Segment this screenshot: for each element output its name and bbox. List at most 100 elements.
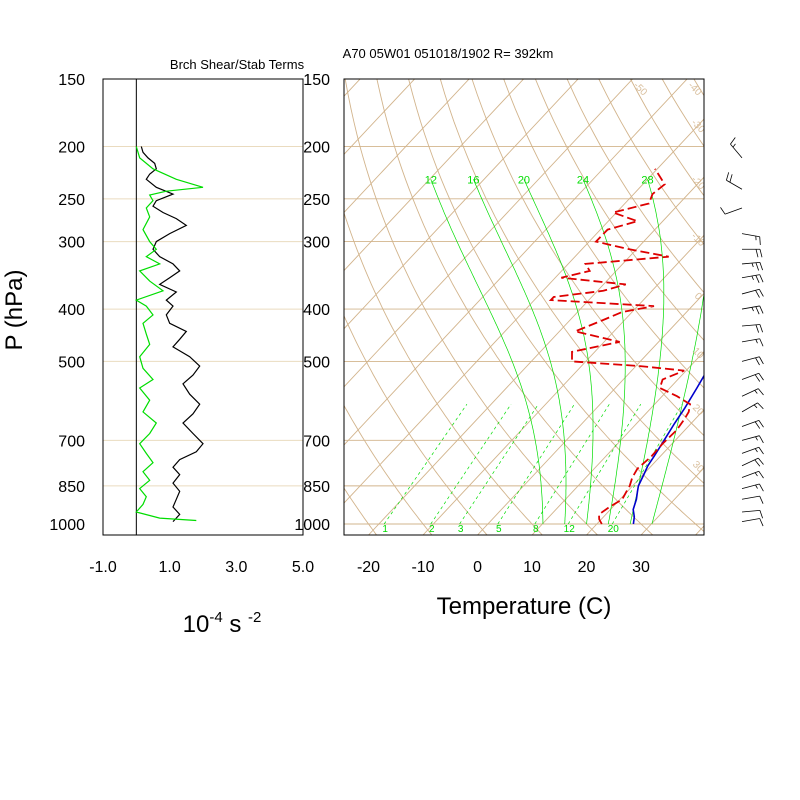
- left-pressure-gridlines: [103, 145, 303, 487]
- dry-adiabat-line: [408, 79, 704, 533]
- wind-barb: [741, 305, 764, 315]
- left-y-tick-label: 500: [58, 354, 85, 371]
- wind-barb: [741, 495, 764, 504]
- temperature-tick-label: -20: [357, 559, 380, 576]
- left-x-tick-label: 5.0: [292, 559, 314, 576]
- wind-barb: [742, 248, 763, 258]
- dry-adiabat-line: [503, 79, 704, 389]
- dry-adiabat-line: [187, 63, 322, 536]
- dry-adiabat-line: [439, 79, 704, 484]
- isotherm-line: [0, 63, 266, 535]
- left-y-tick-label: 200: [58, 139, 85, 156]
- wind-barb: [741, 324, 763, 333]
- isotherm-line: [344, 79, 470, 214]
- mixing-ratio-label: 8: [533, 524, 539, 535]
- skew-t-y-tick-label: 250: [303, 192, 330, 209]
- dry-adiabat-line: [344, 79, 599, 535]
- wind-barb: [741, 446, 764, 455]
- temperature-tick-label: 20: [578, 559, 596, 576]
- wind-barb: [741, 518, 764, 527]
- dry-adiabat-line: [534, 79, 704, 342]
- wind-barb: [741, 483, 764, 492]
- shear-stab-panel: 150 200 250 300 400 500 700 850 1000 -1.0 1.0 3.0 5…: [1, 57, 314, 638]
- xlabel-exponent-2: -2: [248, 609, 261, 626]
- skew-t-y-tick-label: 300: [303, 235, 330, 252]
- mixing-ratio-label: 1: [382, 524, 388, 535]
- dry-adiabat-line: [778, 63, 800, 536]
- isotherm-line: [368, 176, 704, 535]
- stability-term-line: [134, 146, 204, 522]
- left-y-tick-label: 1000: [49, 517, 85, 534]
- left-x-axis-label: 10-4 s -2: [183, 609, 262, 638]
- wind-barb: [741, 510, 763, 519]
- mixing-ratio-label: 20: [608, 524, 620, 535]
- isotherm-line: [344, 79, 688, 446]
- wind-barb: [741, 388, 764, 397]
- dry-adiabat-line: [376, 79, 654, 535]
- left-x-tick-label: -1.0: [89, 559, 117, 576]
- skew-t-y-tick-label: 200: [303, 139, 330, 156]
- skew-t-y-tick-label: 150: [303, 72, 330, 89]
- left-x-tick-labels: -1.0 1.0 3.0 5.0: [89, 559, 314, 576]
- moist-adiabat-line: [523, 179, 594, 525]
- left-x-tick-label: 3.0: [225, 559, 247, 576]
- mixing-ratio-line: [430, 403, 512, 525]
- moist-adiabat-label: 24: [577, 174, 589, 186]
- isotherm-line: [695, 525, 704, 535]
- isotherm-line: [344, 79, 634, 388]
- wind-barb: [741, 288, 764, 298]
- isotherm-line: [344, 79, 525, 272]
- wind-barb: [741, 233, 761, 246]
- dry-adiabat-line: [344, 314, 488, 535]
- dry-adiabat-line: [344, 211, 543, 535]
- isotherm-label: -50: [631, 80, 649, 98]
- wind-barb: [741, 435, 764, 444]
- wind-barb: [720, 207, 743, 215]
- dry-adiabat-line: [566, 79, 704, 294]
- dry-adiabat-line: [598, 79, 704, 246]
- isotherm-line: [531, 350, 704, 535]
- dewpoint-profile-line: [548, 168, 692, 525]
- xlabel-exponent-1: -4: [209, 609, 222, 626]
- skew-t-title: A70 05W01 051018/1902 R= 392km: [343, 46, 554, 61]
- moist-adiabat-line: [473, 179, 567, 525]
- skew-t-y-tick-labels: 150 200 250 300 400 500 700 850 1000: [294, 72, 330, 534]
- temperature-tick-label: -10: [411, 559, 434, 576]
- temperature-tick-label: 10: [523, 559, 541, 576]
- shear-term-line: [140, 146, 204, 523]
- left-plot-area: [134, 79, 204, 535]
- left-y-tick-label: 150: [58, 72, 85, 89]
- isotherm-line: [477, 292, 704, 535]
- wind-barbs: [720, 137, 764, 527]
- isotherm-line: [0, 63, 321, 535]
- moist-adiabat-line: [582, 179, 626, 525]
- left-y-tick-label: 850: [58, 479, 85, 496]
- isotherm-label: -40: [685, 80, 703, 98]
- dry-adiabat-line: [344, 487, 378, 535]
- skew-t-plot-frame: [343, 78, 705, 536]
- left-x-tick-label: 1.0: [159, 559, 181, 576]
- mixing-ratio-label: 5: [496, 524, 502, 535]
- isotherm-line: [750, 63, 800, 535]
- temperature-profile-line: [632, 374, 704, 525]
- skew-t-y-tick-label: 500: [303, 354, 330, 371]
- isotherm-line: [586, 409, 704, 535]
- moist-adiabat-label: 12: [425, 174, 437, 186]
- xlabel-base: 10: [183, 611, 210, 638]
- mixing-ratio-label: 3: [458, 524, 464, 535]
- isotherm-line: [344, 79, 416, 155]
- isotherm-line: [344, 79, 579, 330]
- moist-adiabat-line: [651, 291, 704, 525]
- dry-adiabat-line: [661, 79, 704, 147]
- mixing-ratio-label: 2: [429, 524, 435, 535]
- dry-adiabat-line: [344, 404, 433, 535]
- moist-adiabat-label: 28: [641, 174, 653, 186]
- temperature-tick-label: 30: [632, 559, 650, 576]
- mixing-ratio-line: [611, 404, 683, 525]
- temperature-tick-label: 0: [473, 559, 482, 576]
- isotherm-line: [422, 234, 704, 535]
- isotherm-label: 0: [692, 291, 704, 303]
- skew-t-plot-area: 12 16 20 24 28 321 2 3 5 8 12 20-50 -40-30-20-100102…: [0, 63, 800, 536]
- wind-barb: [741, 338, 764, 347]
